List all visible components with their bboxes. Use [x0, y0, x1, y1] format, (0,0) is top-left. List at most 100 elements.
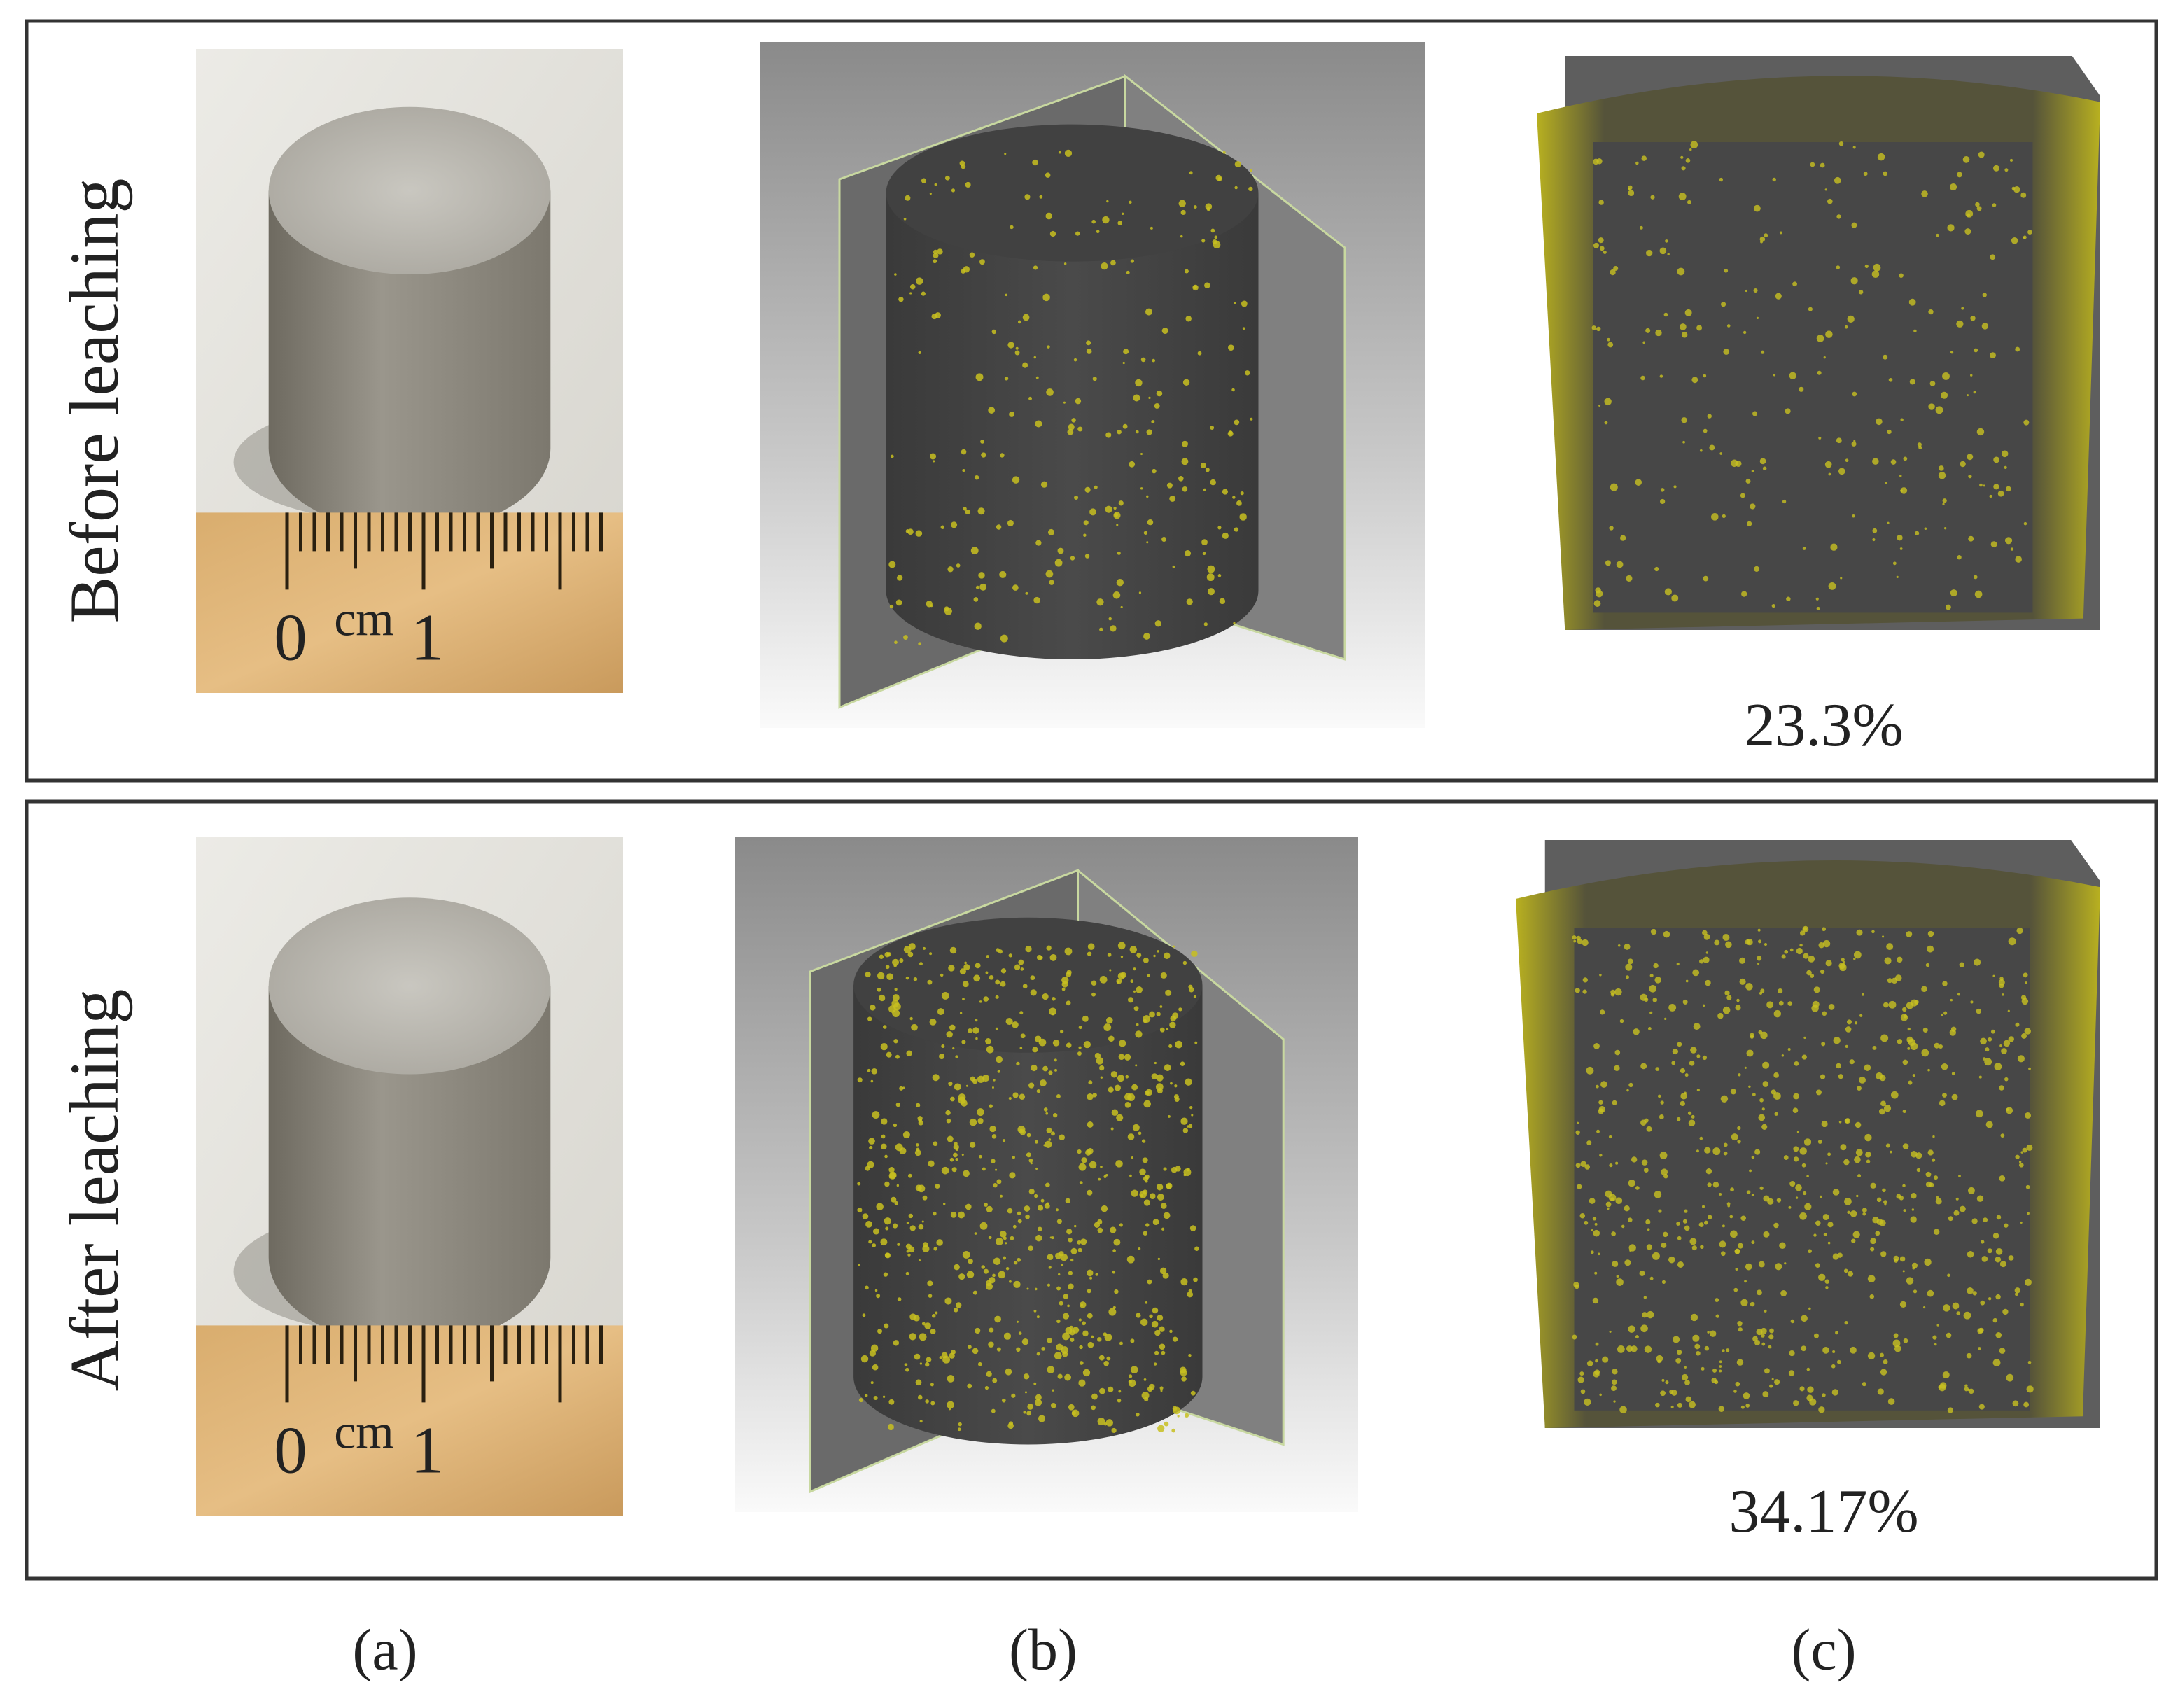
pore: [1160, 1203, 1167, 1209]
pore: [1852, 1231, 1860, 1238]
pore: [1999, 1085, 2004, 1091]
pore: [941, 1044, 945, 1049]
pore: [1913, 1289, 1918, 1294]
pore: [1190, 1390, 1196, 1396]
pore: [1610, 269, 1616, 276]
pore: [992, 1378, 998, 1383]
pore: [1705, 979, 1711, 986]
pore: [1911, 1208, 1915, 1211]
pore: [1033, 1309, 1037, 1312]
pore: [2017, 1055, 2025, 1063]
pore: [865, 1166, 870, 1171]
pore: [1885, 1143, 1890, 1148]
pore: [1096, 598, 1104, 606]
pore: [1754, 566, 1760, 572]
pore: [1035, 420, 1042, 428]
pore: [1933, 1228, 1940, 1235]
pore: [1760, 988, 1765, 993]
pore: [1726, 995, 1732, 1000]
pore: [1735, 1004, 1741, 1011]
pore: [949, 1024, 956, 1031]
pore: [1845, 1118, 1851, 1124]
pore: [880, 1238, 888, 1246]
pore: [922, 1195, 928, 1200]
pore: [1643, 1168, 1649, 1172]
pore: [965, 509, 970, 515]
pore: [1703, 575, 1709, 582]
pore: [1987, 1248, 1992, 1254]
pore: [989, 1327, 994, 1333]
pore: [1745, 478, 1751, 484]
pore: [1761, 1124, 1768, 1130]
pore: [1982, 293, 1987, 298]
pore: [885, 1226, 889, 1231]
pore: [1156, 1074, 1164, 1082]
pore: [977, 1118, 984, 1124]
pore: [1851, 222, 1857, 228]
pore: [996, 1179, 1002, 1184]
pore: [947, 566, 954, 573]
pore: [1870, 1247, 1875, 1252]
pore: [1063, 262, 1067, 265]
pore: [1773, 1072, 1779, 1078]
pore: [1827, 1222, 1834, 1228]
pore: [1696, 325, 1703, 331]
pore: [1646, 1244, 1652, 1250]
pore: [1764, 233, 1768, 238]
pore: [1950, 998, 1953, 1002]
pore: [1182, 960, 1187, 965]
pore: [1684, 1073, 1689, 1077]
pore: [975, 962, 981, 969]
pore: [1065, 1198, 1070, 1204]
pore: [1677, 267, 1685, 276]
pore: [1925, 1181, 1932, 1188]
pore: [1193, 1277, 1198, 1282]
pore: [1767, 1198, 1774, 1205]
pore: [1660, 1100, 1664, 1105]
pore: [1034, 1194, 1038, 1198]
pore: [1872, 1046, 1877, 1050]
pore: [991, 1158, 996, 1163]
pore: [1108, 1035, 1115, 1042]
pore: [991, 329, 997, 335]
pore: [1687, 200, 1691, 204]
pore: [1105, 505, 1112, 513]
pore: [1694, 1343, 1701, 1350]
pore: [1596, 1084, 1599, 1088]
pore: [1242, 327, 1245, 330]
pore: [1573, 939, 1577, 943]
pore: [1851, 441, 1857, 447]
pore: [944, 1297, 952, 1305]
pore: [1691, 1114, 1695, 1119]
pore: [871, 1068, 878, 1074]
pore: [1171, 1428, 1175, 1433]
pore: [1815, 1220, 1821, 1226]
pore: [1185, 1078, 1192, 1086]
pore: [1844, 1197, 1852, 1205]
pore: [1692, 1334, 1700, 1342]
pore: [879, 954, 884, 959]
pore: [1667, 253, 1670, 255]
pore: [1594, 1271, 1598, 1275]
pore: [1685, 158, 1691, 163]
pore: [1147, 519, 1154, 526]
pore: [1676, 1222, 1680, 1226]
sample-photo: 0 cm 1: [196, 49, 623, 693]
pore: [1656, 1354, 1663, 1362]
pore: [1850, 1346, 1857, 1354]
pore: [1731, 1133, 1738, 1141]
pore: [1852, 391, 1857, 397]
pore: [1685, 1396, 1691, 1403]
pore: [1186, 1168, 1190, 1172]
pore: [903, 217, 907, 220]
pore: [1092, 377, 1097, 382]
pore: [1023, 1373, 1030, 1380]
pore: [1681, 166, 1686, 171]
pore: [953, 1152, 958, 1158]
pore: [1752, 411, 1758, 416]
pore: [1189, 171, 1193, 175]
pore: [1664, 588, 1672, 596]
pore: [1751, 470, 1754, 472]
pore: [2008, 937, 2016, 946]
